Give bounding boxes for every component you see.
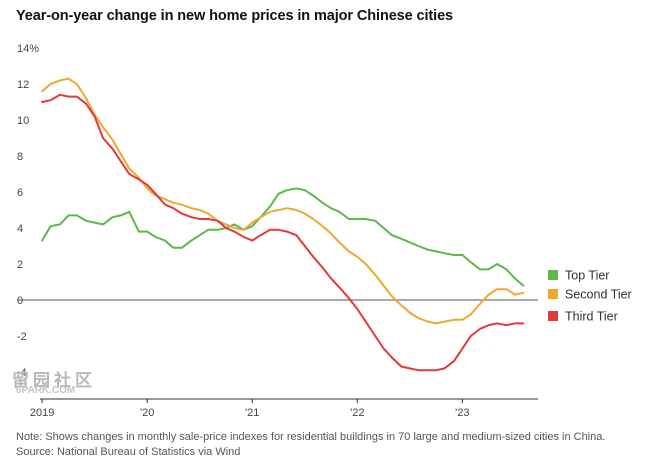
legend-label: Top Tier: [565, 269, 609, 283]
x-tick-label: '22: [350, 407, 364, 419]
chart-notes: Note: Shows changes in monthly sale-pric…: [16, 430, 605, 460]
x-tick-label: '21: [245, 407, 259, 419]
series-line-1: [41, 77, 525, 325]
legend-swatch: [548, 289, 558, 299]
y-tick-label: -4: [17, 367, 27, 379]
y-tick-label: 14%: [17, 43, 39, 55]
x-tick-label: '23: [455, 407, 469, 419]
y-tick-label: 0: [17, 295, 23, 307]
y-axis: 14% 12 10 8 6 4 2 0 -2 -4: [17, 43, 39, 379]
y-tick-label: 6: [17, 187, 23, 199]
y-tick-label: 8: [17, 151, 23, 163]
legend: Top Tier Second Tier Third Tier: [548, 269, 632, 324]
y-tick-label: 12: [17, 79, 29, 91]
y-tick-label: 2: [17, 259, 23, 271]
y-tick-label: 4: [17, 223, 23, 235]
legend-swatch: [548, 270, 558, 280]
watermark-subtext: 6PARK.COM: [16, 385, 76, 396]
chart-note: Note: Shows changes in monthly sale-pric…: [16, 431, 606, 443]
legend-label: Third Tier: [565, 310, 618, 324]
chart-title: Year-on-year change in new home prices i…: [16, 8, 454, 24]
legend-label: Second Tier: [565, 288, 632, 302]
watermark-text: 留园社区: [12, 371, 96, 391]
x-tick-label: 2019: [30, 407, 54, 419]
series-line-2: [41, 93, 525, 372]
series-line-0: [41, 187, 525, 287]
x-tick-label: '20: [140, 407, 154, 419]
x-axis: 2019 '20 '21 '22 '23: [30, 398, 538, 419]
y-tick-label: 10: [17, 115, 29, 127]
legend-swatch: [548, 311, 558, 321]
y-tick-label: -2: [17, 331, 27, 343]
series-lines: [41, 77, 525, 372]
chart-source: Source: National Bureau of Statistics vi…: [16, 446, 241, 458]
